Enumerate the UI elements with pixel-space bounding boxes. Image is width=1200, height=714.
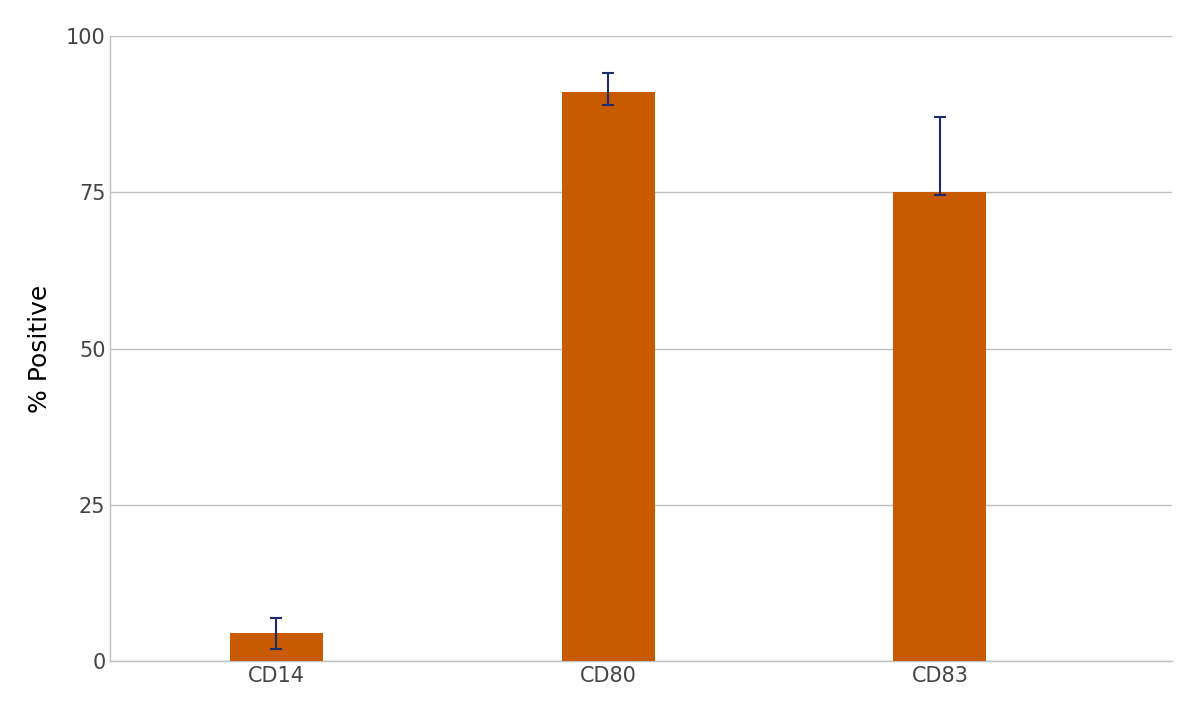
Bar — [229, 633, 323, 661]
Bar — [894, 192, 986, 661]
Y-axis label: % Positive: % Positive — [28, 284, 52, 413]
Bar — [562, 92, 654, 661]
